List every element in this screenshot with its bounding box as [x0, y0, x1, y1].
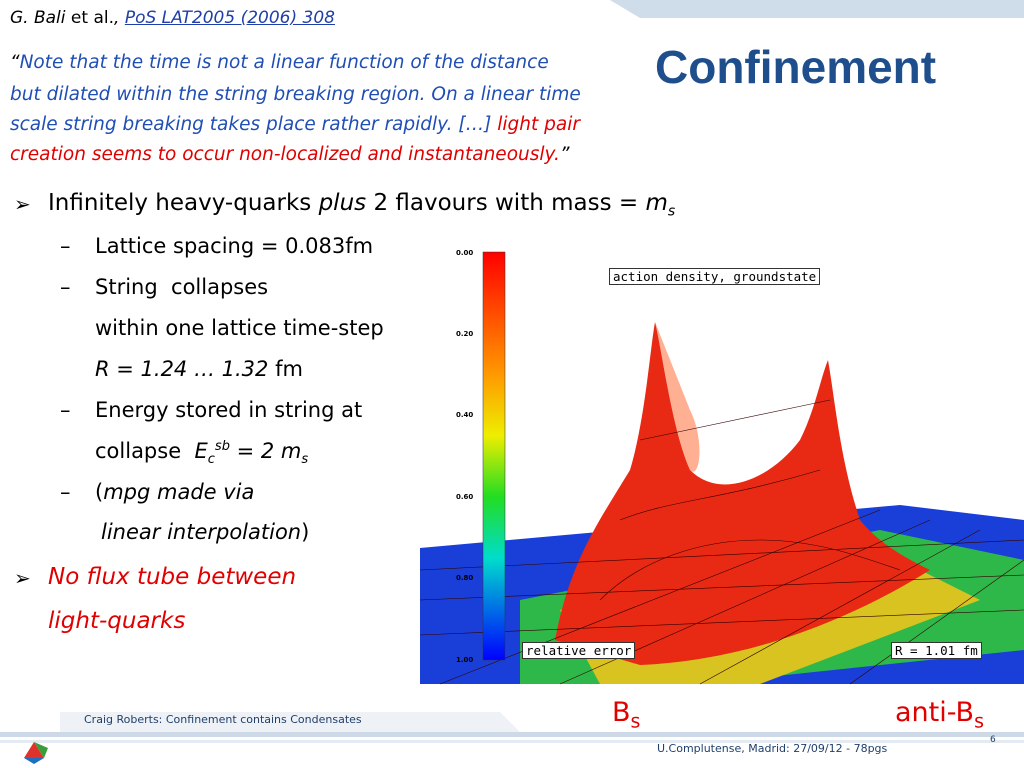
text: collapse	[95, 439, 195, 463]
footer-band	[0, 732, 1024, 737]
surface-highlight	[655, 322, 700, 472]
quote-highlight: creation seems to occur non-localized an…	[10, 144, 560, 165]
colorbar-tick: 0.80	[456, 574, 474, 582]
quote-line: but dilated within the string breaking r…	[10, 84, 581, 105]
mesh-line	[639, 399, 831, 441]
quote-open: “	[10, 52, 20, 73]
sub-bullet: collapse Ecsb = 2 ms	[95, 439, 308, 467]
bullet: light-quarks	[48, 608, 186, 634]
dash: –	[60, 480, 71, 504]
paren: )	[301, 520, 310, 544]
surface-plot	[419, 228, 1024, 685]
logo-part	[34, 742, 48, 758]
page-number: 6	[990, 735, 996, 745]
dash: –	[60, 275, 71, 299]
quote-text: scale string breaking takes place rather…	[10, 114, 492, 135]
colorbar	[482, 251, 506, 661]
label-text: B	[612, 697, 631, 728]
bullet-arrow: ➢	[14, 566, 31, 590]
citation-etal: et al.	[70, 8, 114, 28]
variable: m	[645, 190, 668, 216]
peak-label: anti-Bs	[895, 697, 984, 732]
label-subscript: s	[630, 710, 641, 733]
emphasis: plus	[318, 190, 367, 216]
subscript: c	[207, 452, 215, 468]
quote-highlight: light pair	[497, 114, 580, 135]
label-subscript: s	[974, 710, 984, 733]
sub-bullet: String collapses	[95, 275, 269, 299]
slide-title: Confinement	[655, 41, 937, 93]
emphasis: linear interpolation	[101, 520, 302, 544]
logo-part	[24, 742, 44, 758]
sub-bullet: Lattice spacing = 0.083fm	[95, 234, 374, 258]
quote-line: creation seems to occur non-localized an…	[10, 138, 570, 172]
quote-line: “Note that the time is not a linear func…	[10, 46, 549, 80]
header-band	[610, 0, 1024, 18]
figure-label: R = 1.01 fm	[891, 642, 982, 659]
quote-text: Note that the time is not a linear funct…	[19, 52, 549, 73]
mesh-line	[849, 559, 1024, 685]
citation-author: G. Bali	[10, 8, 66, 28]
quote-close: ”	[559, 144, 570, 165]
footer-band	[60, 712, 520, 732]
sub-bullet: Energy stored in string at	[95, 398, 363, 422]
variable: E	[194, 439, 208, 463]
subscript: s	[301, 452, 309, 468]
mesh-line	[419, 574, 1024, 601]
peak-label: Bs	[612, 697, 640, 732]
bullet: No flux tube between	[48, 564, 297, 590]
figure-label: action density, groundstate	[609, 268, 821, 285]
quote-line: scale string breaking takes place rather…	[10, 108, 580, 142]
colorbar-tick: 0.60	[456, 493, 474, 501]
colorbar-tick: 0.00	[456, 249, 474, 257]
mesh-line	[699, 529, 981, 685]
mesh-line	[619, 469, 821, 521]
label-text: anti-B	[895, 697, 975, 728]
bullet-arrow: ➢	[14, 192, 31, 216]
bullet: Infinitely heavy-quarks plus 2 flavours …	[48, 190, 675, 220]
mesh-line	[599, 539, 901, 601]
mesh	[419, 399, 1024, 685]
mesh-line	[419, 539, 1024, 571]
figure-label: relative error	[522, 642, 636, 659]
colorbar-tick: 0.40	[456, 411, 474, 419]
unit: fm	[268, 357, 303, 381]
superscript: sb	[214, 439, 230, 454]
footer-left: Craig Roberts: Confinement contains Cond…	[84, 713, 362, 726]
mesh-line	[439, 509, 881, 685]
sub-bullet: R = 1.24 … 1.32 fm	[95, 357, 303, 381]
sub-bullet: (mpg made via	[95, 480, 254, 504]
sub-bullet: linear interpolation)	[101, 520, 309, 544]
logo	[24, 742, 48, 764]
footer-band	[0, 740, 1024, 743]
citation-comma: ,	[114, 8, 120, 28]
mesh-line	[419, 609, 1024, 636]
subscript: s	[667, 203, 676, 220]
emphasis: mpg made via	[103, 480, 255, 504]
equation: = 2 m	[229, 439, 302, 463]
footer-right: U.Complutense, Madrid: 27/09/12 - 78pgs	[657, 742, 888, 755]
colorbar-tick: 0.20	[456, 330, 474, 338]
citation: G. Bali et al., PoS LAT2005 (2006) 308	[10, 8, 335, 28]
text: Infinitely heavy-quarks	[48, 190, 319, 216]
colorbar-tick: 1.00	[456, 656, 474, 664]
sub-bullet: within one lattice time-step	[95, 316, 384, 340]
range: R = 1.24 … 1.32	[95, 357, 269, 381]
text: 2 flavours with mass =	[366, 190, 646, 216]
dash: –	[60, 398, 71, 422]
logo-part	[24, 758, 44, 764]
dash: –	[60, 234, 71, 258]
paren: (	[95, 480, 104, 504]
citation-link[interactable]: PoS LAT2005 (2006) 308	[124, 8, 335, 28]
surface	[555, 322, 930, 665]
